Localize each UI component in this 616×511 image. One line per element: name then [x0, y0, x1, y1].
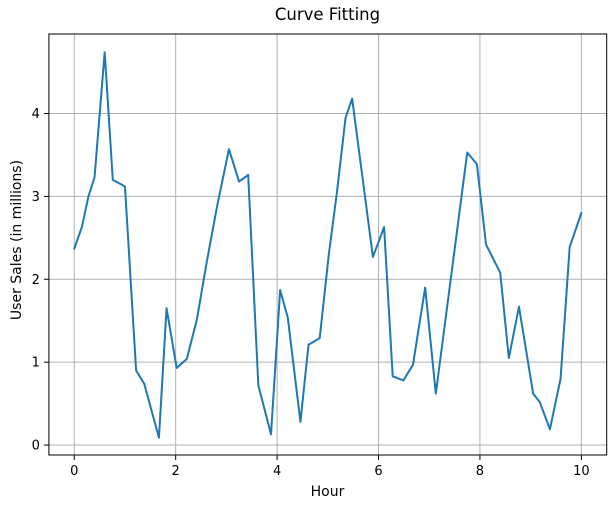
y-axis-label: User Sales (in millions): [9, 159, 25, 321]
data-line: [73, 51, 583, 439]
x-tick-label: 2: [172, 464, 180, 479]
y-tick-label: 1: [32, 356, 40, 371]
y-tick-label: 4: [32, 107, 40, 122]
y-tick-label: 0: [32, 439, 40, 454]
chart-title: Curve Fitting: [274, 5, 381, 24]
y-tick-label: 3: [32, 190, 40, 205]
axes-spines: [48, 33, 608, 456]
x-tick-label: 10: [573, 464, 590, 479]
x-tick-label: 6: [374, 464, 382, 479]
x-axis-label: Hour: [310, 484, 345, 500]
x-tick-label: 8: [476, 464, 484, 479]
y-tick-label: 2: [32, 273, 40, 288]
x-tick-label: 4: [273, 464, 281, 479]
x-tick-label: 0: [70, 464, 78, 479]
